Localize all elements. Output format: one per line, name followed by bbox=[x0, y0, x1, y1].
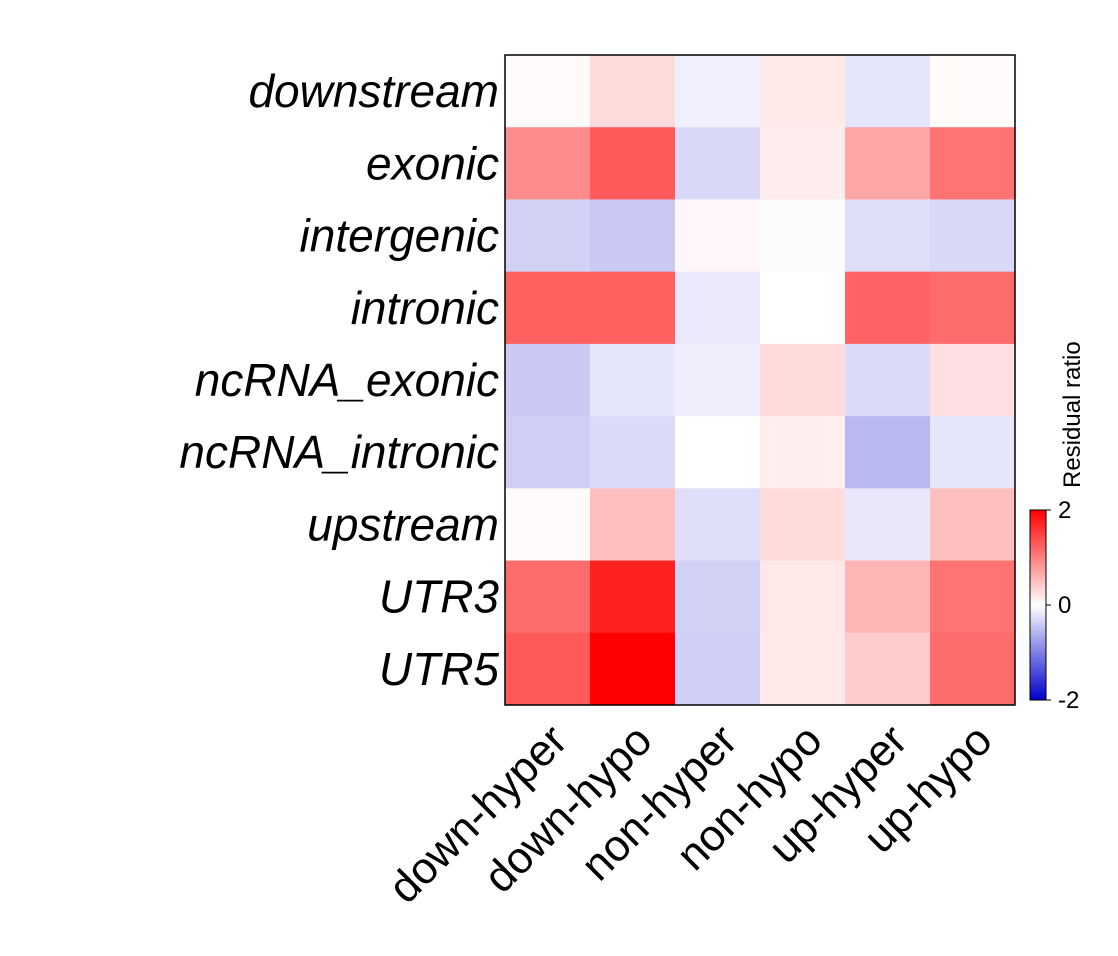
heatmap-cell-ncRNA_intronic-non-hypo bbox=[760, 416, 846, 489]
heatmap-cell-UTR5-down-hypo bbox=[590, 632, 676, 706]
row-labels: downstream exonic intergenic intronic ncRNA_… bbox=[179, 65, 499, 695]
column-labels: down-hyperdown-hyponon-hypernon-hypoup-h… bbox=[379, 715, 1001, 912]
row-label-downstream: downstream bbox=[248, 65, 499, 117]
heatmap-cell-downstream-up-hypo bbox=[930, 55, 1016, 128]
row-label-exonic: exonic bbox=[366, 137, 499, 189]
heatmap-cell-ncRNA_intronic-down-hypo bbox=[590, 416, 676, 489]
heatmap-cell-exonic-down-hyper bbox=[505, 127, 591, 200]
heatmap-cell-intergenic-down-hypo bbox=[590, 199, 676, 273]
heatmap-cell-upstream-down-hyper bbox=[505, 488, 591, 562]
colorbar-ticks: 2 0 -2 bbox=[1046, 497, 1079, 714]
heatmap-cell-ncRNA_intronic-up-hyper bbox=[845, 416, 931, 489]
heatmap-cell-ncRNA_exonic-non-hypo bbox=[760, 343, 846, 417]
heatmap-cell-upstream-up-hypo bbox=[930, 488, 1016, 562]
heatmap-cell-intronic-up-hyper bbox=[845, 271, 931, 345]
heatmap-cell-exonic-non-hyper bbox=[675, 127, 761, 200]
heatmap-cell-ncRNA_exonic-up-hypo bbox=[930, 343, 1016, 417]
heatmap-cell-ncRNA_intronic-up-hypo bbox=[930, 416, 1016, 489]
heatmap-cell-UTR3-down-hyper bbox=[505, 560, 591, 634]
colorbar-tick-label: 0 bbox=[1058, 592, 1071, 619]
row-label-intergenic: intergenic bbox=[300, 210, 499, 262]
heatmap-cell-ncRNA_exonic-down-hypo bbox=[590, 343, 676, 417]
colorbar: Residual ratio bbox=[1029, 341, 1086, 701]
heatmap-cell-downstream-non-hyper bbox=[675, 55, 761, 128]
colorbar-title: Residual ratio bbox=[1059, 341, 1086, 488]
row-label-UTR5: UTR5 bbox=[379, 643, 500, 695]
heatmap-cell-exonic-down-hypo bbox=[590, 127, 676, 200]
heatmap-cell-downstream-up-hyper bbox=[845, 55, 931, 128]
heatmap-cell-intergenic-up-hypo bbox=[930, 199, 1016, 273]
heatmap-cell-intronic-non-hyper bbox=[675, 271, 761, 345]
plot-frame bbox=[504, 54, 1016, 706]
heatmap-cell-ncRNA_intronic-down-hyper bbox=[505, 416, 591, 489]
heatmap-cells bbox=[505, 55, 1016, 706]
heatmap-cell-intergenic-non-hyper bbox=[675, 199, 761, 273]
heatmap-cell-UTR5-non-hyper bbox=[675, 632, 761, 706]
colorbar-gradient bbox=[1029, 509, 1047, 701]
heatmap-cell-exonic-non-hypo bbox=[760, 127, 846, 200]
heatmap-cell-ncRNA_exonic-down-hyper bbox=[505, 343, 591, 417]
heatmap-cell-UTR5-up-hyper bbox=[845, 632, 931, 706]
heatmap-cell-intronic-down-hypo bbox=[590, 271, 676, 345]
heatmap-cell-UTR3-non-hyper bbox=[675, 560, 761, 634]
heatmap-cell-intergenic-non-hypo bbox=[760, 199, 846, 273]
heatmap-cell-UTR3-up-hypo bbox=[930, 560, 1016, 634]
heatmap-cell-ncRNA_exonic-non-hyper bbox=[675, 343, 761, 417]
colorbar-tick-label: 2 bbox=[1058, 497, 1071, 524]
heatmap-cell-ncRNA_intronic-non-hyper bbox=[675, 416, 761, 489]
row-label-intronic: intronic bbox=[351, 282, 499, 334]
heatmap-cell-upstream-down-hypo bbox=[590, 488, 676, 562]
heatmap-cell-UTR5-up-hypo bbox=[930, 632, 1016, 706]
row-label-ncRNA_exonic: ncRNA_exonic bbox=[195, 354, 499, 406]
heatmap-cell-intronic-down-hyper bbox=[505, 271, 591, 345]
heatmap-cell-UTR3-up-hyper bbox=[845, 560, 931, 634]
row-label-upstream: upstream bbox=[307, 498, 499, 550]
colorbar-tick-label: -2 bbox=[1058, 687, 1079, 714]
heatmap-cell-upstream-up-hyper bbox=[845, 488, 931, 562]
heatmap-cell-UTR5-down-hyper bbox=[505, 632, 591, 706]
heatmap-cell-UTR5-non-hypo bbox=[760, 632, 846, 706]
heatmap-cell-UTR3-down-hypo bbox=[590, 560, 676, 634]
heatmap-cell-downstream-non-hypo bbox=[760, 55, 846, 128]
heatmap-cell-upstream-non-hyper bbox=[675, 488, 761, 562]
heatmap-cell-UTR3-non-hypo bbox=[760, 560, 846, 634]
heatmap-cell-intergenic-down-hyper bbox=[505, 199, 591, 273]
heatmap-cell-intronic-non-hypo bbox=[760, 271, 846, 345]
heatmap-cell-intergenic-up-hyper bbox=[845, 199, 931, 273]
heatmap-cell-downstream-down-hypo bbox=[590, 55, 676, 128]
row-label-ncRNA_intronic: ncRNA_intronic bbox=[179, 426, 499, 478]
row-label-UTR3: UTR3 bbox=[379, 571, 500, 623]
heatmap-cell-upstream-non-hypo bbox=[760, 488, 846, 562]
heatmap-cell-intronic-up-hypo bbox=[930, 271, 1016, 345]
heatmap-cell-exonic-up-hyper bbox=[845, 127, 931, 200]
heatmap-cell-downstream-down-hyper bbox=[505, 55, 591, 128]
heatmap-cell-ncRNA_exonic-up-hyper bbox=[845, 343, 931, 417]
heatmap-cell-exonic-up-hypo bbox=[930, 127, 1016, 200]
